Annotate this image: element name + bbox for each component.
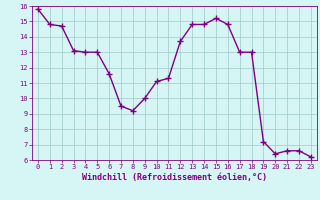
X-axis label: Windchill (Refroidissement éolien,°C): Windchill (Refroidissement éolien,°C) — [82, 173, 267, 182]
